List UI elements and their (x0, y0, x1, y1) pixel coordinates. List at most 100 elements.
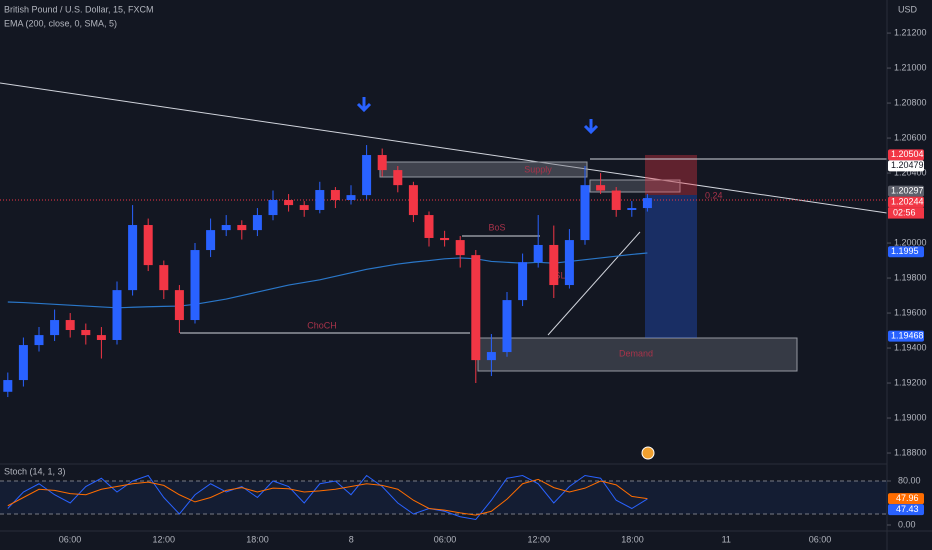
x-tick-label: 12:00 (152, 534, 175, 544)
candle-body (580, 185, 590, 241)
candle-body (34, 335, 44, 346)
stoch-k-line (7, 474, 648, 521)
y-tick-label: 1.20000 (894, 237, 927, 247)
x-tick-label: 06:00 (809, 534, 832, 544)
stoch-title: Stoch (14, 1, 3) (4, 466, 66, 476)
candle-body (190, 250, 200, 321)
supply-zone (379, 161, 588, 178)
candle-body (440, 237, 450, 241)
candle-body (611, 190, 621, 210)
header-title: British Pound / U.S. Dollar, 15, FXCM (4, 4, 154, 14)
price-tag (888, 246, 924, 258)
price-tag-label: 1.19468 (891, 331, 924, 341)
countdown: 02:56 (893, 207, 916, 217)
candle-body (299, 205, 309, 210)
candle-body (502, 300, 512, 353)
target-zone (645, 195, 697, 338)
stoch-band (0, 481, 887, 514)
y-tick-label: 1.18800 (894, 447, 927, 457)
y-tick-label: 1.19600 (894, 307, 927, 317)
price-tag (888, 149, 924, 161)
order-block (589, 179, 681, 193)
candle-body (642, 198, 652, 209)
price-tag (888, 160, 924, 172)
candle-body (252, 215, 262, 231)
bos-label: BoS (488, 222, 505, 232)
candle-body (237, 225, 247, 231)
candle-body (81, 330, 91, 336)
x-tick-label: 06:00 (434, 534, 457, 544)
trend-line (0, 82, 888, 214)
candle-body (596, 185, 606, 191)
y-tick-label: 1.19400 (894, 342, 927, 352)
stoch-tag-label: 47.43 (896, 504, 919, 514)
choch-label: ChoCH (307, 320, 337, 330)
header-indicator: EMA (200, close, 0, SMA, 5) (4, 18, 117, 28)
y-tick-label: 1.19800 (894, 272, 927, 282)
diagonal-line (547, 231, 641, 336)
supply-label: Supply (524, 164, 552, 174)
stoch-d-line (7, 478, 648, 516)
candle-body (159, 265, 169, 291)
candle-body (284, 200, 294, 206)
price-tag (888, 330, 924, 342)
y-tick-label: 1.20600 (894, 132, 927, 142)
demand-label: Demand (619, 348, 653, 358)
candle-body (96, 335, 106, 340)
candle-body (424, 215, 434, 238)
price-tag-label: 1.20504 (891, 149, 924, 159)
candle-body (346, 195, 356, 201)
candle-body (533, 244, 543, 263)
y-tick-label: 1.20800 (894, 97, 927, 107)
candle-body (362, 155, 372, 196)
countdown-bg (888, 207, 924, 219)
demand-zone (477, 337, 798, 372)
candle-body (549, 244, 559, 286)
y-tick-label: 0.00 (898, 519, 916, 529)
candle-body (3, 380, 13, 392)
candle-body (564, 240, 574, 286)
x-tick-label: 18:00 (621, 534, 644, 544)
candle-body (627, 208, 637, 210)
candle-body (128, 225, 138, 291)
candle-body (65, 320, 75, 331)
currency: USD (898, 4, 918, 14)
price-tag (888, 196, 924, 208)
stoch-tag-label: 47.96 (896, 493, 919, 503)
y-tick-label: 80.00 (898, 475, 921, 485)
candle-body (143, 225, 153, 266)
candle-body (455, 240, 465, 256)
event-icon (641, 446, 655, 460)
y-tick-label: 1.21200 (894, 27, 927, 37)
candle-body (50, 320, 60, 336)
stoch-tag (888, 504, 924, 516)
arrow-down (356, 97, 372, 113)
sl-label: SL (554, 270, 565, 280)
stoch-tag (888, 493, 924, 505)
x-tick-label: 8 (349, 534, 354, 544)
candle-body (18, 345, 28, 381)
y-tick-label: 1.21000 (894, 62, 927, 72)
candle-body (330, 190, 340, 201)
candle-body (315, 190, 325, 210)
candle-body (393, 170, 403, 186)
y-tick-label: 1.19000 (894, 412, 927, 422)
x-tick-label: 12:00 (527, 534, 550, 544)
candle-body (206, 230, 216, 251)
candle-body (221, 225, 231, 231)
candle-body (268, 200, 278, 216)
candle-body (408, 185, 418, 216)
price-tag-label: 1.20244 (891, 196, 924, 206)
candle-body (377, 155, 387, 171)
candle-body (112, 290, 122, 340)
candle-body (518, 262, 528, 301)
candle-body (471, 255, 481, 361)
x-tick-label: 06:00 (59, 534, 82, 544)
plot: Supply BoS ChoCH SL Demand 0.24 (0, 82, 888, 460)
stop-zone (645, 155, 697, 195)
arrow-down (583, 119, 599, 135)
candle-body (174, 290, 184, 321)
price-tag-label: 1.20297 (891, 185, 924, 195)
